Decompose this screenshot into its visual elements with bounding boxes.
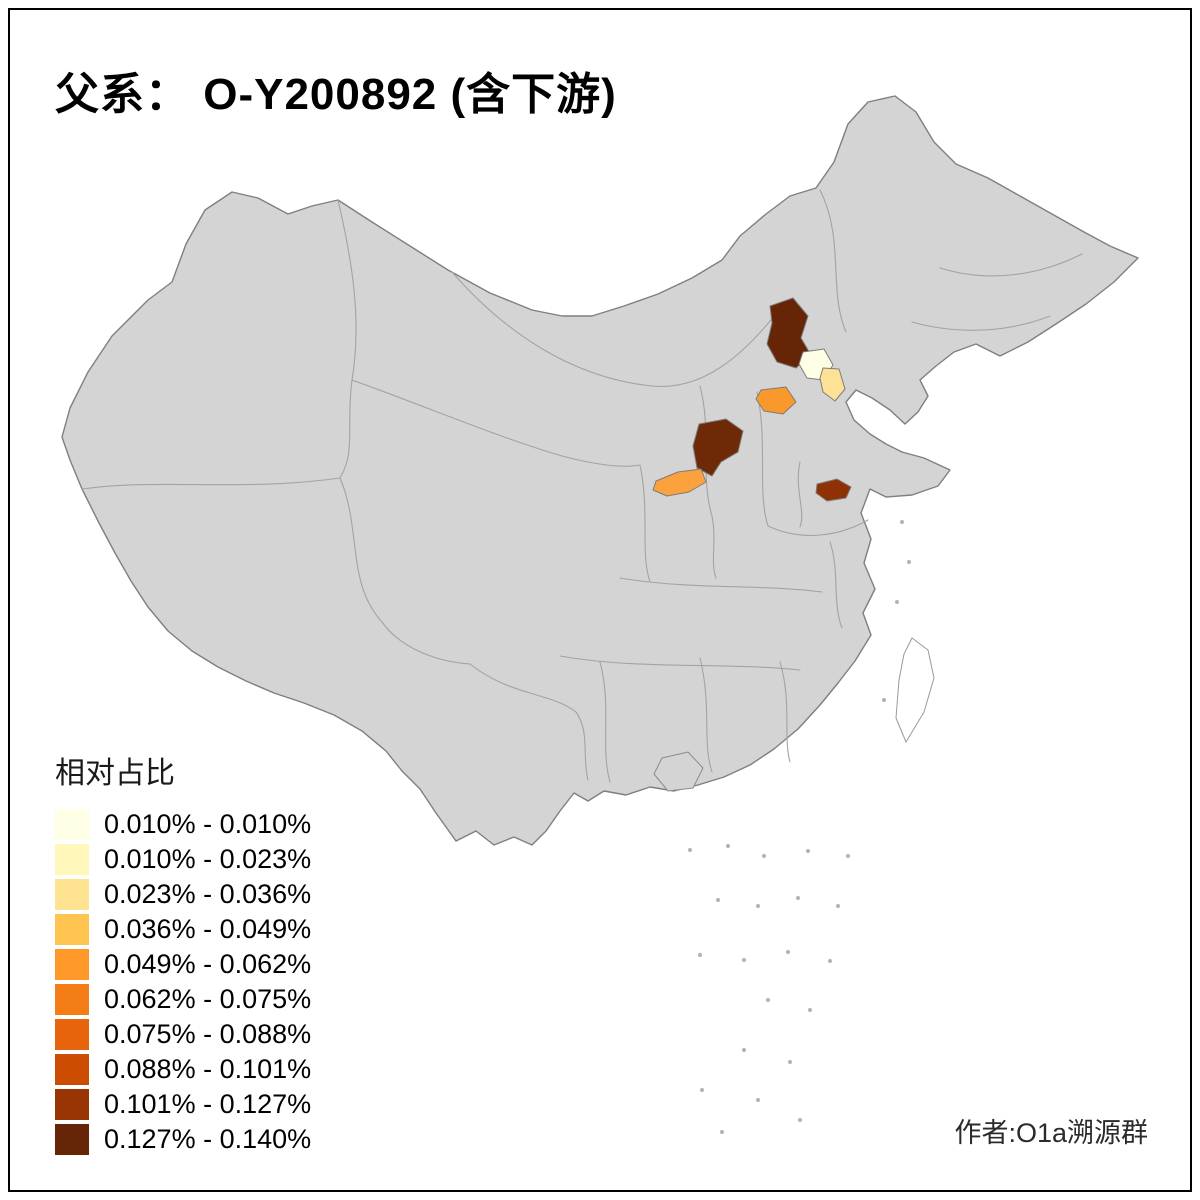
province-borders — [81, 189, 1083, 783]
legend-item: 0.010% - 0.023% — [55, 843, 311, 876]
legend-item: 0.062% - 0.075% — [55, 983, 311, 1016]
legend-swatch — [55, 1124, 89, 1155]
legend-item: 0.101% - 0.127% — [55, 1088, 311, 1121]
legend-items: 0.010% - 0.010% 0.010% - 0.023% 0.023% -… — [55, 808, 311, 1156]
south-china-sea-islands — [688, 520, 911, 1134]
legend-swatch — [55, 914, 89, 945]
legend-swatch — [55, 844, 89, 875]
legend-item: 0.036% - 0.049% — [55, 913, 311, 946]
legend-swatch — [55, 809, 89, 840]
legend-item-label: 0.036% - 0.049% — [104, 914, 312, 944]
legend-item-label: 0.101% - 0.127% — [104, 1089, 312, 1119]
legend-swatch — [55, 879, 89, 910]
highlight-region — [815, 478, 852, 502]
legend-item: 0.088% - 0.101% — [55, 1053, 311, 1086]
legend-item: 0.010% - 0.010% — [55, 808, 311, 841]
legend-item-label: 0.049% - 0.062% — [104, 949, 312, 979]
legend-item-label: 0.010% - 0.023% — [104, 844, 312, 874]
highlight-region — [692, 418, 744, 477]
legend-swatch — [55, 1089, 89, 1120]
highlight-region — [652, 468, 707, 497]
china-mainland — [61, 95, 1139, 846]
legend-item: 0.075% - 0.088% — [55, 1018, 311, 1051]
legend-item: 0.127% - 0.140% — [55, 1123, 311, 1156]
legend-title: 相对占比 — [55, 757, 175, 790]
legend-item: 0.049% - 0.062% — [55, 948, 311, 981]
legend-item-label: 0.023% - 0.036% — [104, 879, 312, 909]
legend-swatch — [55, 949, 89, 980]
hainan-island — [653, 751, 704, 792]
legend-item: 0.023% - 0.036% — [55, 878, 311, 911]
legend-swatch — [55, 984, 89, 1015]
legend-item-label: 0.062% - 0.075% — [104, 984, 312, 1014]
taiwan-island — [895, 637, 935, 744]
legend-item-label: 0.127% - 0.140% — [104, 1124, 312, 1154]
legend-item-label: 0.010% - 0.010% — [104, 809, 312, 839]
legend-swatch — [55, 1054, 89, 1085]
legend-swatch — [55, 1019, 89, 1050]
highlight-region — [819, 367, 846, 402]
author-credit: 作者:O1a溯源群 — [954, 1118, 1148, 1148]
page-title: 父系： O-Y200892 (含下游) — [55, 70, 617, 119]
legend-item-label: 0.088% - 0.101% — [104, 1054, 312, 1084]
highlighted-regions — [652, 297, 852, 502]
legend: 相对占比 0.010% - 0.010% 0.010% - 0.023% 0.0… — [55, 748, 311, 1158]
legend-item-label: 0.075% - 0.088% — [104, 1019, 312, 1049]
highlight-region — [755, 386, 797, 415]
